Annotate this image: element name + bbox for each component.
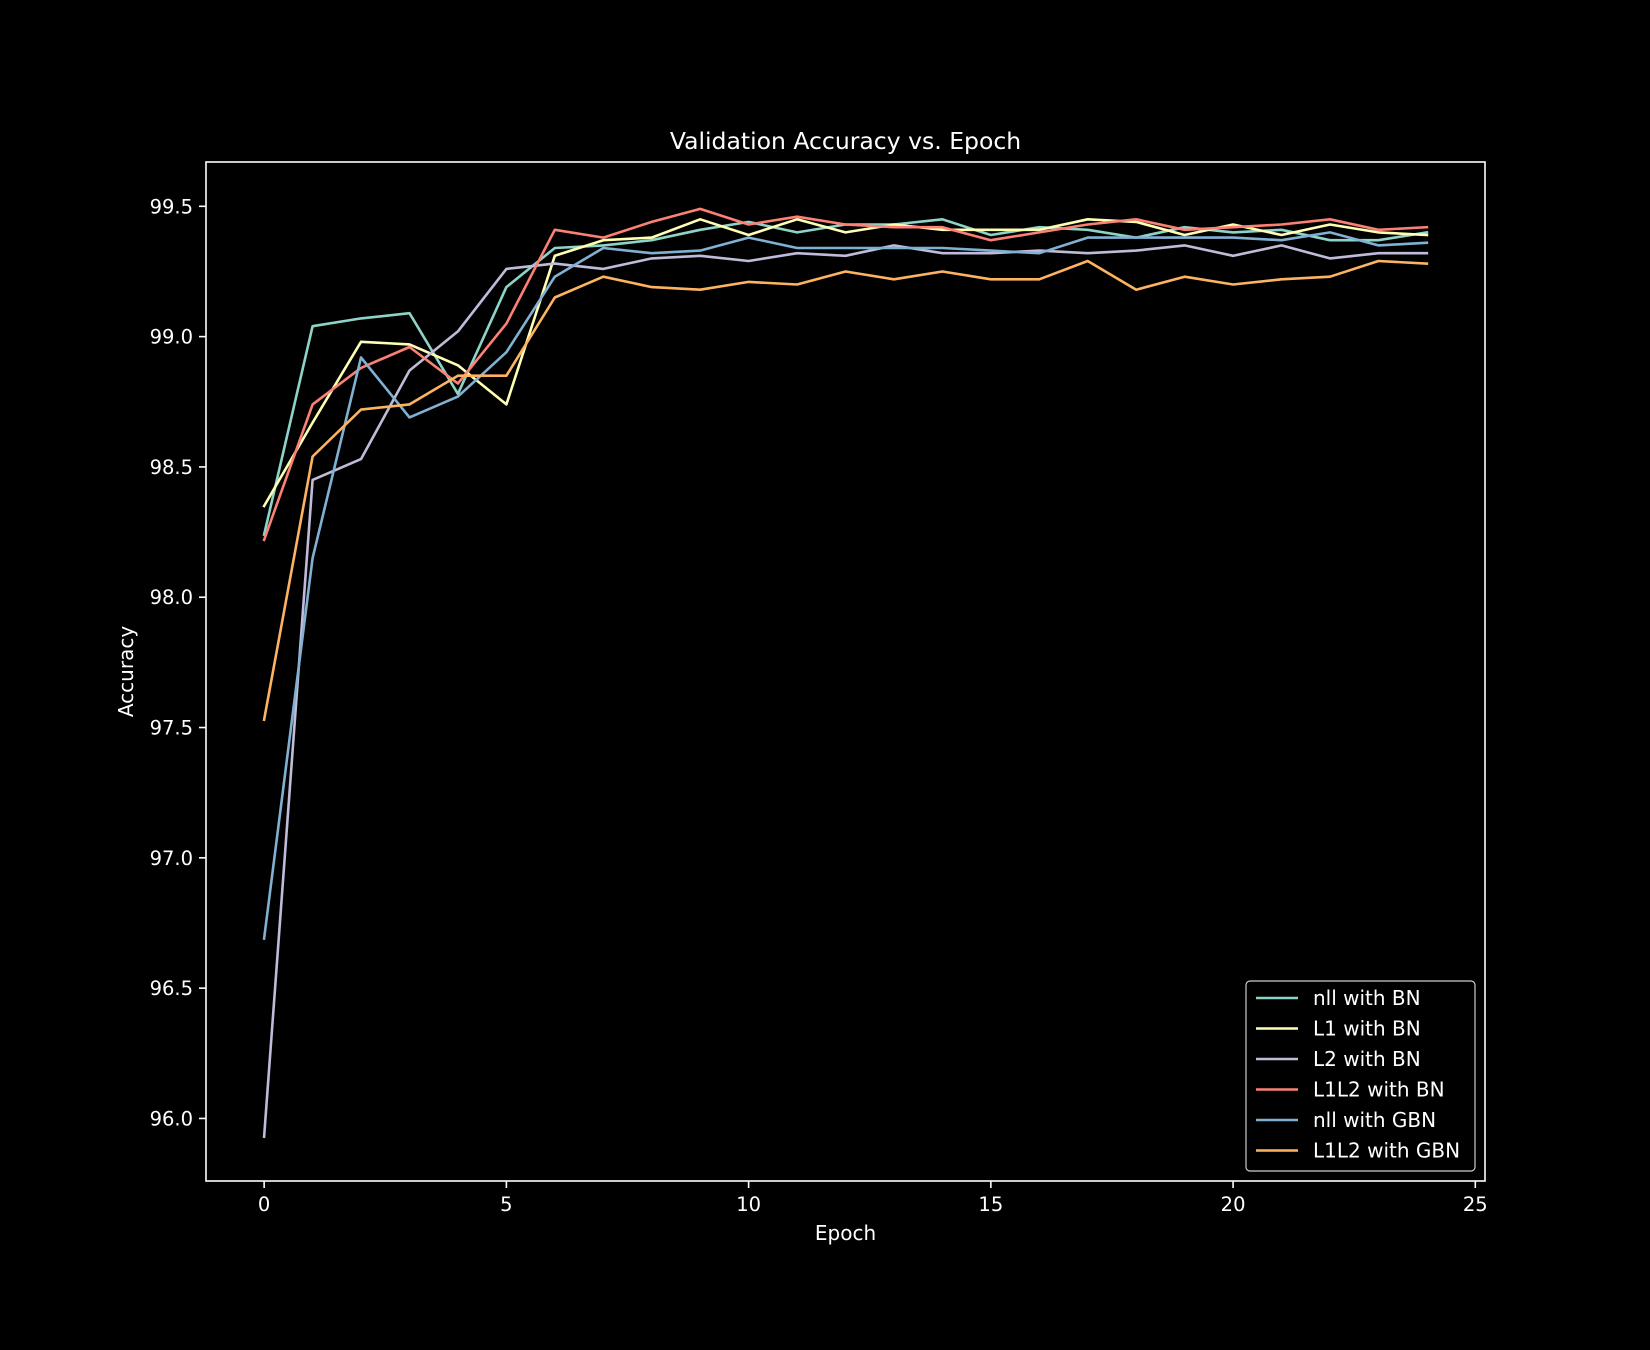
legend-label: L2 with BN xyxy=(1313,1047,1421,1071)
series-lines xyxy=(262,207,1429,1139)
plot-frame xyxy=(205,161,1486,1182)
y-axis-label: Accuracy xyxy=(114,626,138,717)
y-tick-label: 99.0 xyxy=(150,326,193,349)
series-line-5 xyxy=(262,231,1429,941)
legend-label: L1L2 with BN xyxy=(1313,1078,1445,1102)
x-tick-label: 0 xyxy=(258,1193,270,1216)
x-tick-label: 5 xyxy=(500,1193,512,1216)
legend-box xyxy=(1245,980,1476,1172)
chart-title: Validation Accuracy vs. Epoch xyxy=(670,127,1021,155)
legend: nll with BN L1 with BN L2 with BN L1L2 with… xyxy=(1245,980,1476,1172)
x-tick-label: 10 xyxy=(736,1193,761,1216)
y-tick-label: 97.5 xyxy=(150,717,193,740)
legend-label: nll with GBN xyxy=(1313,1108,1436,1132)
series-line-6 xyxy=(262,259,1429,722)
series-line-2 xyxy=(262,218,1429,508)
x-tick-label: 25 xyxy=(1463,1193,1488,1216)
x-axis-label: Epoch xyxy=(815,1221,876,1245)
y-tick-label: 98.5 xyxy=(150,456,193,479)
legend-label: L1L2 with GBN xyxy=(1313,1139,1460,1163)
y-axis: 96.0 96.5 97.0 97.5 98.0 98.5 99.0 99.5 xyxy=(150,195,206,1130)
y-tick-label: 97.0 xyxy=(150,847,193,870)
series-line-4 xyxy=(262,207,1429,542)
x-axis: 0 5 10 15 20 25 xyxy=(258,1181,1488,1216)
x-tick-label: 20 xyxy=(1221,1193,1246,1216)
series-line-3 xyxy=(262,244,1429,1139)
y-tick-label: 99.5 xyxy=(150,195,193,218)
y-tick-label: 96.0 xyxy=(150,1107,193,1130)
y-tick-label: 98.0 xyxy=(150,586,193,609)
legend-label: L1 with BN xyxy=(1313,1017,1421,1041)
x-tick-label: 15 xyxy=(978,1193,1003,1216)
legend-label: nll with BN xyxy=(1313,986,1421,1010)
y-tick-label: 96.5 xyxy=(150,977,193,1000)
